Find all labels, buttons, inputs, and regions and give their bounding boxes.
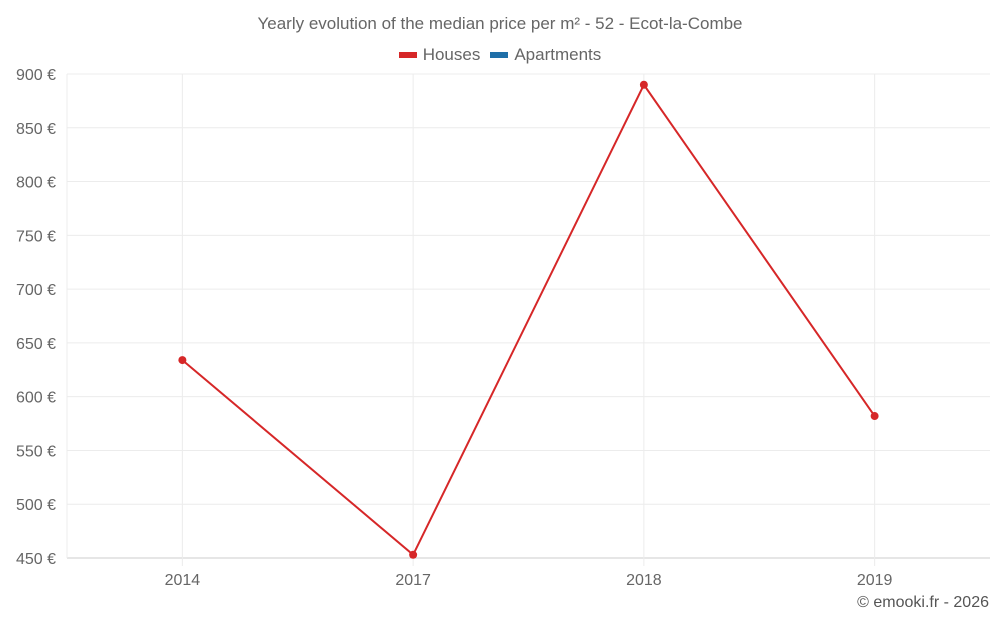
series-houses: [178, 80, 879, 559]
data-point[interactable]: [409, 550, 418, 559]
legend-label: Houses: [422, 45, 481, 64]
x-axis: 2014 2017 2018 2019: [165, 572, 893, 589]
y-tick-label: 600 €: [16, 390, 56, 407]
y-tick-label: 750 €: [16, 228, 56, 245]
houses-swatch-icon: [398, 52, 417, 58]
data-point[interactable]: [178, 356, 187, 365]
y-tick-label: 450 €: [16, 551, 56, 568]
x-tick-label: 2017: [395, 572, 431, 589]
x-tick-label: 2018: [626, 572, 662, 589]
legend-item-houses[interactable]: Houses: [398, 45, 481, 65]
data-point[interactable]: [639, 80, 648, 89]
y-tick-label: 550 €: [16, 443, 56, 460]
y-tick-label: 650 €: [16, 336, 56, 353]
chart-title: Yearly evolution of the median price per…: [257, 14, 743, 33]
legend-label: Apartments: [514, 45, 602, 64]
x-tick-label: 2014: [165, 572, 201, 589]
copyright-footer: © emooki.fr - 2026: [857, 594, 989, 611]
y-tick-label: 850 €: [16, 121, 56, 138]
x-tick-label: 2019: [857, 572, 893, 589]
legend-item-apartments[interactable]: Apartments: [490, 45, 601, 65]
y-tick-label: 500 €: [16, 497, 56, 514]
data-point[interactable]: [870, 412, 879, 421]
legend: Houses Apartments: [0, 45, 1000, 65]
apartments-swatch-icon: [490, 52, 509, 58]
gridlines: [66, 73, 990, 566]
y-axis: 900 € 850 € 800 € 750 € 700 € 650 € 600 € 550 €…: [16, 67, 56, 568]
y-tick-label: 800 €: [16, 175, 56, 192]
y-tick-label: 700 €: [16, 282, 56, 299]
y-tick-label: 900 €: [16, 67, 56, 84]
